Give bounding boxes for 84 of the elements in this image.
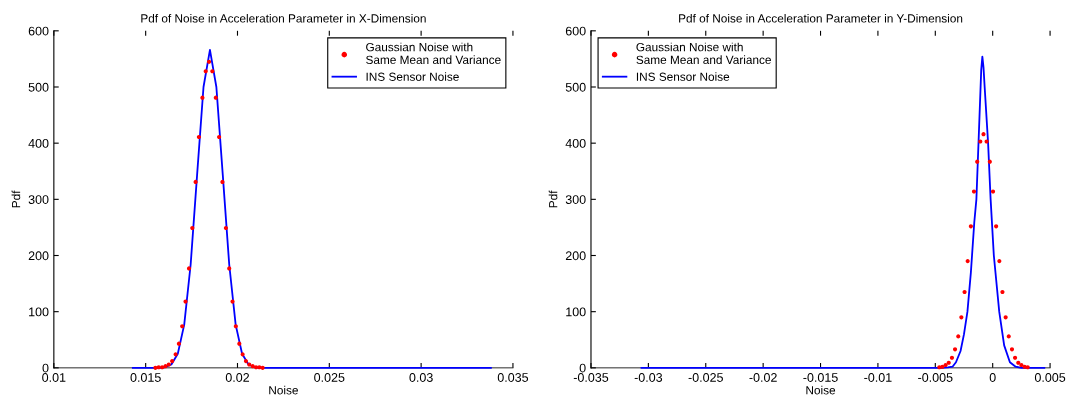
x-tick-label: -0.025 xyxy=(688,373,723,382)
point xyxy=(237,341,242,346)
point xyxy=(1000,289,1005,295)
point xyxy=(962,289,967,295)
y-tick-label: 300 xyxy=(28,195,49,204)
point xyxy=(230,299,235,304)
point xyxy=(1012,355,1018,360)
x-axis-title: Noise xyxy=(269,385,298,395)
legend-label: INS Sensor Noise xyxy=(366,72,459,81)
y-tick-label: 300 xyxy=(565,195,586,204)
point xyxy=(1003,315,1008,320)
point xyxy=(975,159,980,164)
point xyxy=(223,225,228,231)
y-tick-label: 200 xyxy=(28,251,49,261)
y-tick-label: 200 xyxy=(565,251,586,261)
point xyxy=(243,359,249,364)
y-tick-label: 400 xyxy=(28,138,49,148)
point xyxy=(170,359,175,364)
legend-label: Gaussian Noise with Same Mean and Variance xyxy=(636,42,771,65)
y-tick-label: 0 xyxy=(579,363,586,373)
y-tick-label: 500 xyxy=(565,82,586,92)
chart-title: Pdf of Noise in Acceleration Parameter in X-Dimension xyxy=(141,13,426,23)
point xyxy=(210,69,215,74)
y-tick-label: 100 xyxy=(29,307,49,317)
point xyxy=(981,132,986,137)
x-tick-label: -0.015 xyxy=(803,373,838,382)
point xyxy=(997,259,1002,264)
y-axis-title: Pdf xyxy=(548,190,558,208)
x-tick-label: -0.03 xyxy=(634,373,663,382)
x-axis-title: Noise xyxy=(806,385,836,395)
point xyxy=(968,224,973,229)
x-tick-label: 0.005 xyxy=(1034,373,1066,382)
point xyxy=(949,355,955,360)
point xyxy=(206,59,212,64)
point xyxy=(943,362,948,368)
y-tick-label: 100 xyxy=(566,307,586,317)
point xyxy=(180,324,185,329)
point xyxy=(213,95,218,100)
x-tick-label: 0.03 xyxy=(409,373,433,382)
x-tick-label: 0.015 xyxy=(130,373,161,382)
point xyxy=(1009,347,1015,352)
point xyxy=(959,315,964,320)
legend-label: INS Sensor Noise xyxy=(636,72,730,81)
x-tick-label: 0.035 xyxy=(497,373,529,382)
point xyxy=(186,266,192,271)
point xyxy=(971,189,977,194)
x-tick-label: -0.035 xyxy=(573,373,609,382)
point xyxy=(1016,360,1021,365)
point xyxy=(260,365,265,370)
x-tick-label: -0.01 xyxy=(864,373,892,382)
point xyxy=(965,259,970,264)
point xyxy=(978,139,983,144)
x-tick-label: 0.025 xyxy=(314,373,345,382)
y-tick-label: 400 xyxy=(565,138,586,148)
y-tick-label: 0 xyxy=(42,363,49,373)
point xyxy=(987,159,992,164)
point xyxy=(994,224,999,229)
x-tick-label: 0 xyxy=(989,373,996,382)
point xyxy=(193,179,198,185)
point xyxy=(166,362,171,367)
x-tick-label: 0.02 xyxy=(225,373,250,382)
point xyxy=(946,360,951,365)
point xyxy=(183,299,188,304)
point xyxy=(220,179,225,185)
point xyxy=(956,334,961,339)
point xyxy=(176,341,181,346)
chart-title: Pdf of Noise in Acceleration Parameter in Y-Dimension xyxy=(679,13,963,23)
point xyxy=(196,134,202,140)
y-axis-title: Pdf xyxy=(11,190,21,208)
legend-label: Gaussian Noise with Same Mean and Variance xyxy=(366,42,501,65)
point xyxy=(990,189,996,194)
y-tick-label: 600 xyxy=(565,26,586,36)
point xyxy=(217,134,222,140)
point xyxy=(233,324,238,329)
point xyxy=(227,266,232,271)
point xyxy=(190,225,195,231)
x-tick-label: 0.01 xyxy=(42,373,66,382)
y-tick-label: 600 xyxy=(28,26,49,36)
point xyxy=(203,69,208,74)
x-tick-label: -0.02 xyxy=(749,373,777,382)
point xyxy=(1006,334,1011,339)
y-tick-label: 500 xyxy=(28,82,49,92)
point xyxy=(952,347,958,352)
x-tick-label: -0.005 xyxy=(918,373,953,382)
